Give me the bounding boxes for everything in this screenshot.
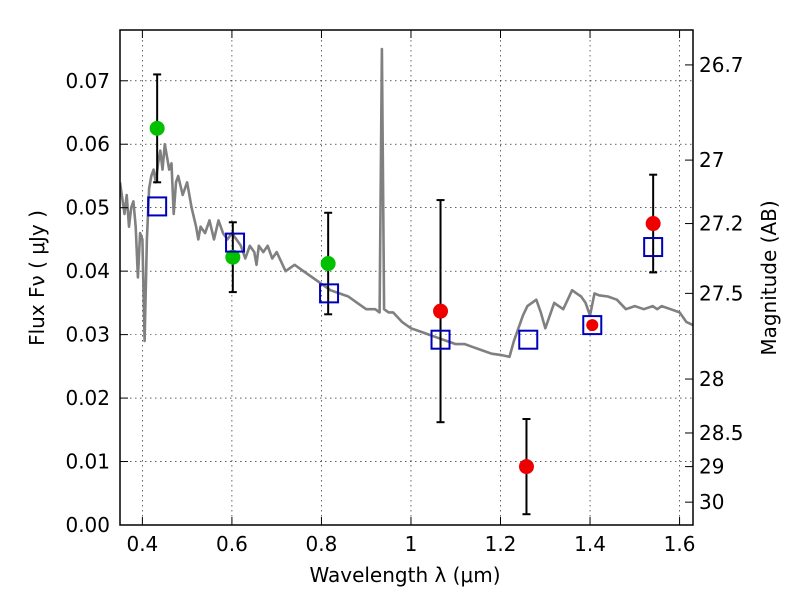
model-flux-square: [319, 283, 340, 304]
observed-flux-point: [518, 459, 534, 475]
y-right-tick-label: 29: [699, 455, 724, 479]
y-tick-label: 0.00: [65, 513, 110, 537]
plot-frame: [119, 29, 694, 526]
model-flux-square: [582, 315, 603, 336]
y-right-tick-label: 28: [699, 367, 724, 391]
model-spectrum-line: [120, 47, 693, 359]
observed-flux-point-small: [586, 319, 599, 332]
model-flux-square: [430, 329, 451, 350]
y-axis-right-title: Magnitude (AB): [757, 200, 781, 355]
y-tick-label: 0.07: [65, 69, 110, 93]
y-right-tick-label: 26.7: [699, 53, 744, 77]
x-tick-label: 1.6: [664, 532, 696, 556]
y-right-tick-label: 27.5: [699, 281, 744, 305]
observed-flux-point: [320, 256, 336, 272]
axis-ticks: 0.4 0.6 0.8 1 1.2 1.4 1.6 0.00 0.01 0.02 0.03 0.04 0…: [65, 30, 744, 556]
observed-flux-point: [149, 120, 165, 136]
x-axis-title: Wavelength λ (μm): [309, 563, 500, 587]
observed-flux-point: [433, 303, 449, 319]
y-tick-label: 0.06: [65, 132, 110, 156]
plot-area: [120, 47, 693, 516]
model-flux-square: [643, 237, 664, 258]
y-tick-label: 0.05: [65, 196, 110, 220]
x-tick-label: 1.2: [485, 532, 517, 556]
x-tick-label: 1: [405, 532, 418, 556]
model-flux-square: [147, 196, 168, 217]
x-tick-label: 0.8: [306, 532, 338, 556]
y-right-tick-label: 27: [699, 148, 724, 172]
model-flux-square: [518, 329, 539, 350]
y-tick-label: 0.02: [65, 386, 110, 410]
x-tick-label: 0.4: [126, 532, 158, 556]
observed-flux-point: [645, 216, 661, 232]
y-tick-label: 0.04: [65, 259, 110, 283]
x-tick-label: 1.4: [574, 532, 606, 556]
y-tick-label: 0.03: [65, 323, 110, 347]
x-tick-label: 0.6: [216, 532, 248, 556]
model-flux-square: [225, 232, 246, 253]
y-right-tick-label: 28.5: [699, 421, 744, 445]
y-right-tick-label: 30: [699, 490, 724, 514]
observed-flux-point: [225, 249, 241, 265]
y-tick-label: 0.01: [65, 450, 110, 474]
y-right-tick-label: 27.2: [699, 212, 744, 236]
y-axis-title: Flux Fν ( μJy ): [25, 210, 49, 346]
